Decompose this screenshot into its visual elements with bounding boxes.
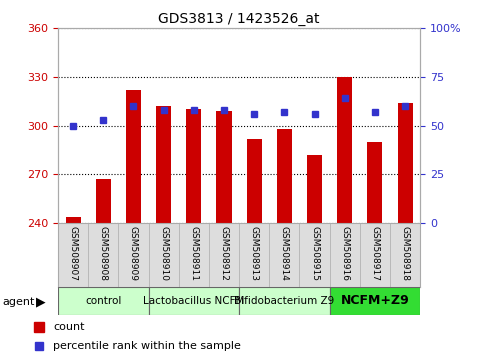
Title: GDS3813 / 1423526_at: GDS3813 / 1423526_at (158, 12, 320, 26)
Text: count: count (53, 322, 85, 332)
Text: GSM508908: GSM508908 (99, 226, 108, 281)
Bar (96, 179, 111, 223)
Text: GSM508910: GSM508910 (159, 226, 168, 281)
Bar (126, 90, 141, 223)
FancyBboxPatch shape (149, 287, 239, 315)
Bar (66, 217, 81, 223)
Text: percentile rank within the sample: percentile rank within the sample (53, 341, 241, 351)
Text: GSM508912: GSM508912 (219, 226, 228, 281)
Text: GSM508917: GSM508917 (370, 226, 380, 281)
Text: GSM508918: GSM508918 (400, 226, 410, 281)
Text: GSM508909: GSM508909 (129, 226, 138, 281)
Text: NCFM+Z9: NCFM+Z9 (341, 295, 409, 307)
Text: GSM508914: GSM508914 (280, 226, 289, 281)
Text: ▶: ▶ (36, 295, 46, 308)
Bar (277, 129, 292, 223)
Text: GSM508915: GSM508915 (310, 226, 319, 281)
FancyBboxPatch shape (239, 287, 330, 315)
Text: GSM508913: GSM508913 (250, 226, 259, 281)
FancyBboxPatch shape (58, 287, 149, 315)
Text: GSM508907: GSM508907 (69, 226, 78, 281)
Bar (368, 142, 383, 223)
Bar (186, 109, 201, 223)
Text: Lactobacillus NCFM: Lactobacillus NCFM (143, 296, 244, 306)
FancyBboxPatch shape (330, 287, 420, 315)
Bar (156, 106, 171, 223)
Bar (247, 139, 262, 223)
Bar (307, 155, 322, 223)
Text: agent: agent (2, 297, 35, 307)
Text: Bifidobacterium Z9: Bifidobacterium Z9 (234, 296, 335, 306)
Bar (216, 111, 231, 223)
Text: control: control (85, 296, 121, 306)
Bar (337, 77, 352, 223)
Text: GSM508911: GSM508911 (189, 226, 199, 281)
Text: GSM508916: GSM508916 (340, 226, 349, 281)
Bar (398, 103, 412, 223)
